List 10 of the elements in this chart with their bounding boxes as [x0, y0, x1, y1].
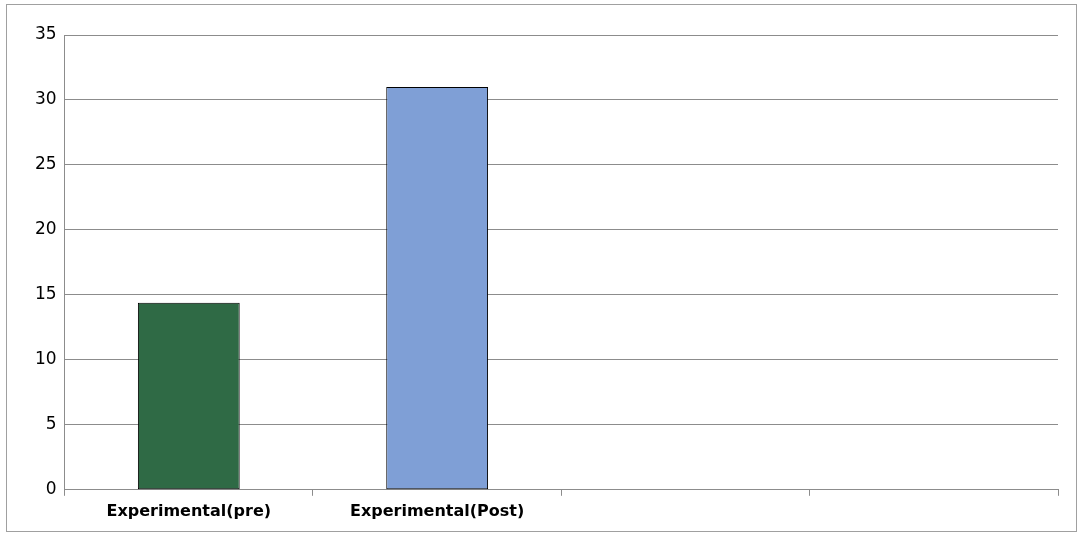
y-tick-label: 35: [34, 23, 57, 44]
y-tick-label: 5: [45, 413, 57, 434]
y-tick-label: 30: [34, 88, 57, 109]
x-tick-label: Experimental(Post): [350, 500, 525, 520]
y-tick-label: 10: [34, 348, 57, 369]
y-tick-label: 20: [34, 218, 57, 239]
y-tick-label: 15: [34, 283, 57, 304]
x-tick-label: Experimental(pre): [106, 500, 272, 520]
y-tick-label: 0: [45, 478, 57, 499]
y-tick-label: 25: [34, 153, 57, 174]
